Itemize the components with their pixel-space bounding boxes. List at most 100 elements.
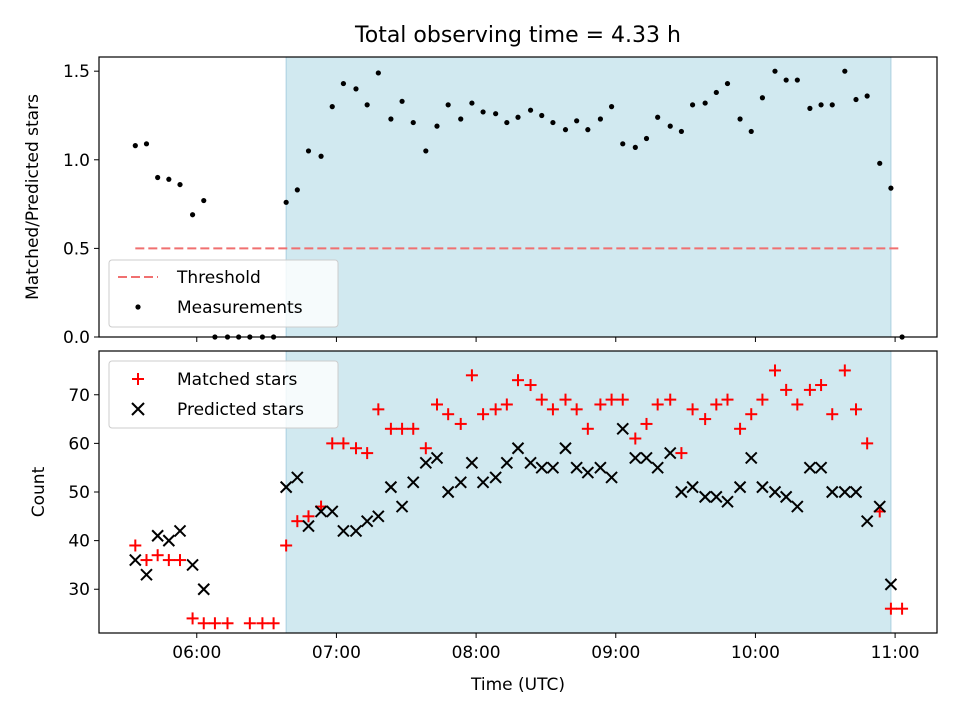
top-legend: Threshold Measurements [108, 259, 339, 328]
measurement-point [504, 119, 510, 126]
measurement-point [201, 197, 207, 204]
matched-star-point [174, 554, 187, 567]
predicted-star-point [664, 446, 677, 460]
measurement-point [772, 68, 778, 74]
matched-star-point [384, 422, 397, 435]
predicted-star-point [629, 451, 642, 465]
matched-star-point [861, 437, 874, 450]
predicted-star-point [419, 456, 433, 470]
measurement-point [597, 116, 604, 122]
bottom-axis-ticks: 30 40 50 60 70 06:00 07:00 08:00 09:00 10:00 11:00 [68, 386, 919, 663]
marker-stroke [860, 514, 874, 528]
legend-matched-label: Matched stars [177, 370, 297, 390]
predicted-star-point [745, 451, 758, 465]
top-legend-box [108, 259, 339, 328]
marker-stroke [570, 461, 583, 474]
marker-stroke [814, 461, 828, 474]
measurement-point [748, 128, 754, 135]
measurement-point [340, 80, 347, 87]
matched-star-point [594, 398, 607, 411]
top-shaded-interval [285, 56, 892, 338]
matched-star-point [221, 617, 234, 630]
marker-stroke [675, 485, 688, 499]
predicted-star-point [884, 578, 898, 591]
marker-stroke [838, 485, 852, 499]
marker-stroke [826, 485, 839, 499]
marker-stroke [559, 442, 572, 455]
measurement-point [864, 93, 870, 99]
marker-stroke [489, 471, 502, 484]
measurement-point [375, 70, 381, 76]
matched-star-point [826, 408, 839, 421]
matched-star-point [243, 617, 256, 630]
measurement-point [399, 98, 405, 104]
matched-star-point [454, 417, 467, 430]
marker-stroke [745, 451, 758, 465]
predicted-star-point [465, 456, 479, 470]
marker-stroke [651, 461, 664, 474]
marker-stroke [581, 466, 595, 479]
measurement-point [445, 102, 451, 108]
marker-stroke [337, 524, 350, 538]
y-tick-label: 60 [68, 434, 90, 454]
matched-star-point [838, 364, 851, 377]
matched-star-point [721, 393, 734, 406]
measurement-point [364, 102, 370, 108]
measurement-point [713, 89, 719, 96]
predicted-star-point [779, 490, 793, 504]
matched-star-point [302, 510, 315, 523]
matched-star-point [686, 403, 699, 416]
predicted-star-point [500, 456, 514, 470]
marker-stroke [430, 451, 444, 465]
predicted-star-point [151, 529, 164, 542]
top-axis-ticks: 0.0 0.5 1.0 1.5 [63, 62, 896, 348]
marker-stroke [849, 485, 863, 499]
measurement-point [539, 112, 545, 119]
top-panel: 0.0 0.5 1.0 1.5 Matched/Predicted stars Thr… [23, 56, 938, 348]
matched-star-point [535, 393, 548, 406]
measurement-point [434, 123, 440, 129]
x-tick-label: 10:00 [731, 643, 780, 663]
matched-star-point [465, 369, 478, 382]
predicted-star-point [173, 524, 187, 538]
matched-star-point [815, 379, 828, 392]
matched-star-point [664, 393, 677, 406]
matched-star-point [884, 602, 897, 615]
predicted-star-point [651, 461, 664, 474]
measurement-point [388, 116, 394, 122]
marker-stroke [524, 456, 537, 470]
predicted-star-point [511, 442, 525, 455]
bottom-ylabel: Count [29, 466, 49, 517]
matched-star-point [477, 408, 490, 421]
marker-stroke [407, 476, 420, 489]
predicted-star-point [559, 442, 572, 455]
predicted-star-point [476, 476, 490, 489]
matched-star-point [407, 422, 420, 435]
marker-stroke [791, 500, 804, 513]
marker-stroke [326, 505, 339, 518]
predicted-star-point [675, 485, 688, 499]
y-tick-label: 0.5 [63, 239, 90, 259]
measurement-point [143, 141, 150, 147]
matched-star-point [256, 617, 269, 630]
predicted-star-point [395, 500, 409, 513]
matched-star-point [372, 403, 385, 416]
x-tick-label: 11:00 [871, 643, 920, 663]
marker-stroke [384, 480, 398, 494]
predicted-star-point [360, 514, 374, 528]
matched-star-point [361, 447, 374, 460]
marker-stroke [698, 490, 712, 504]
predicted-star-point [640, 451, 653, 465]
measurement-point [737, 116, 743, 122]
x-tick-label: 08:00 [452, 643, 501, 663]
matched-star-point [500, 398, 513, 411]
matched-star-point [768, 364, 781, 377]
predicted-star-point [372, 510, 385, 523]
matched-star-point [616, 393, 629, 406]
marker-stroke [803, 461, 817, 474]
predicted-star-point [546, 461, 560, 474]
marker-stroke [349, 524, 363, 538]
measurement-point [842, 68, 848, 74]
predicted-star-point [326, 505, 339, 518]
